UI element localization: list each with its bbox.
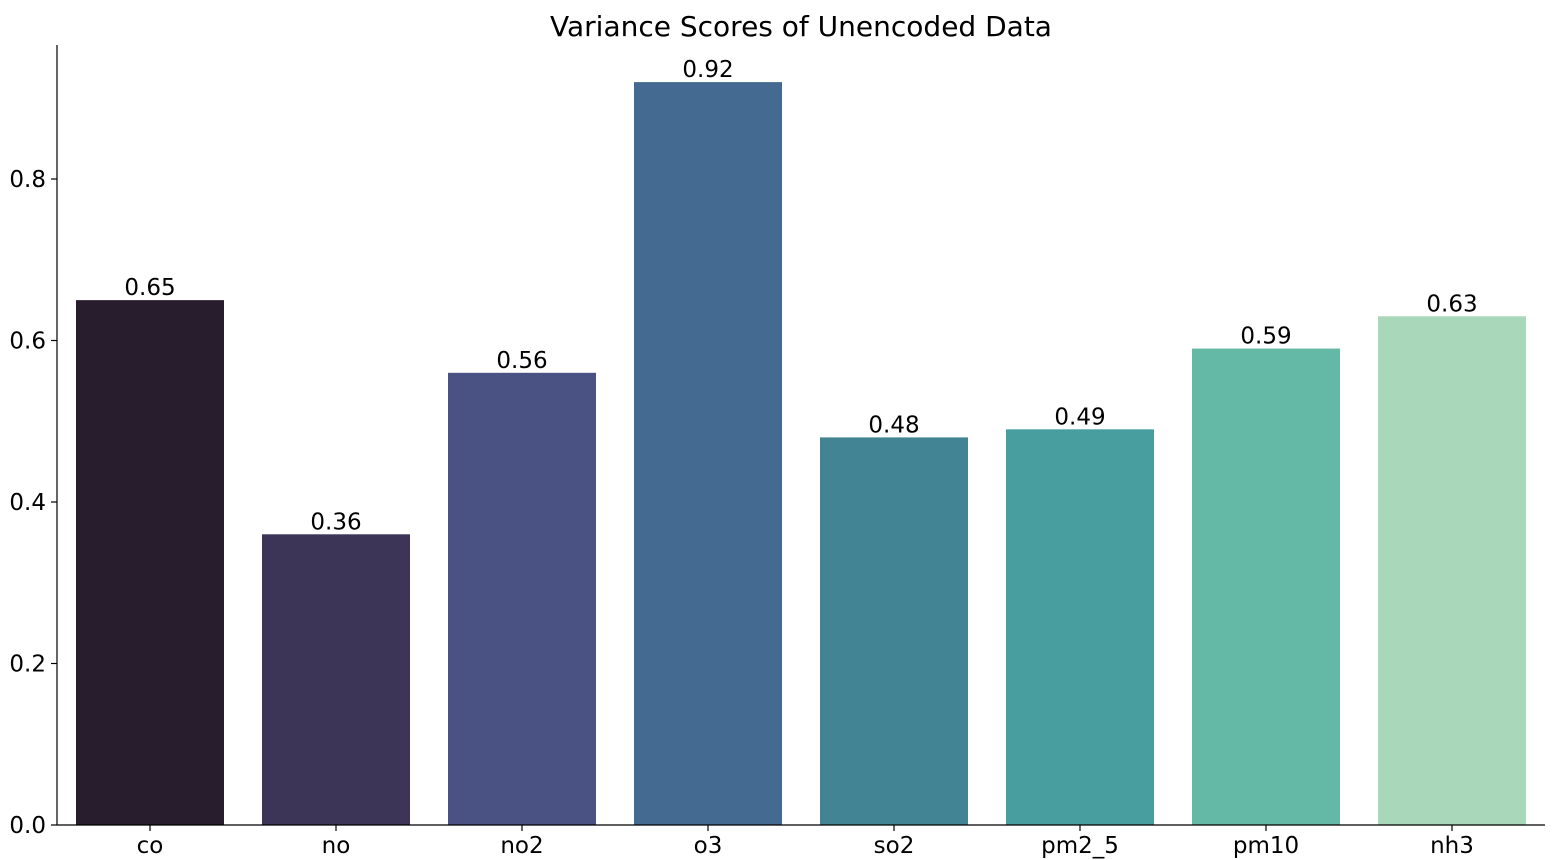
bar-o3 — [634, 82, 782, 826]
bar-pm2_5 — [1006, 429, 1154, 825]
value-label-nh3: 0.63 — [1426, 291, 1477, 317]
bar-nh3 — [1378, 316, 1526, 825]
x-tick-label-nh3: nh3 — [1430, 833, 1474, 859]
value-label-no2: 0.56 — [496, 348, 547, 374]
y-tick-label-2: 0.4 — [9, 490, 46, 516]
bar-no2 — [448, 372, 596, 825]
bar-so2 — [820, 437, 968, 825]
x-tick-label-pm10: pm10 — [1233, 833, 1299, 859]
value-label-pm2_5: 0.49 — [1054, 404, 1105, 430]
x-ticks-group: co no no2 o3 so2 pm2_5 pm10 nh3 — [137, 825, 1474, 859]
x-tick-label-so2: so2 — [874, 833, 915, 859]
y-tick-label-0: 0.0 — [9, 813, 46, 839]
x-tick-label-co: co — [137, 833, 164, 859]
bar-co — [76, 300, 224, 826]
value-label-co: 0.65 — [124, 275, 175, 301]
x-tick-label-pm2_5: pm2_5 — [1041, 833, 1119, 859]
chart-title: Variance Scores of Unencoded Data — [550, 10, 1052, 43]
y-ticks-group: 0.0 0.2 0.4 0.6 0.8 — [9, 167, 57, 839]
bar-pm10 — [1192, 348, 1340, 825]
x-tick-label-no: no — [322, 833, 351, 859]
bar-no — [262, 534, 410, 825]
y-tick-label-3: 0.6 — [9, 329, 46, 355]
x-tick-label-o3: o3 — [694, 833, 723, 859]
y-axis: 0.0 0.2 0.4 0.6 0.8 — [9, 45, 58, 839]
y-tick-label-4: 0.8 — [9, 167, 46, 193]
x-tick-label-no2: no2 — [500, 833, 543, 859]
value-label-pm10: 0.59 — [1240, 324, 1291, 350]
bars-group — [76, 82, 1526, 826]
value-labels-group: 0.65 0.36 0.56 0.92 0.48 0.49 0.59 0.63 — [124, 57, 1477, 535]
y-tick-label-1: 0.2 — [9, 652, 46, 678]
value-label-so2: 0.48 — [868, 412, 919, 438]
x-axis: co no no2 o3 so2 pm2_5 pm10 nh3 — [57, 824, 1545, 859]
value-label-o3: 0.92 — [682, 57, 733, 83]
value-label-no: 0.36 — [310, 509, 361, 535]
